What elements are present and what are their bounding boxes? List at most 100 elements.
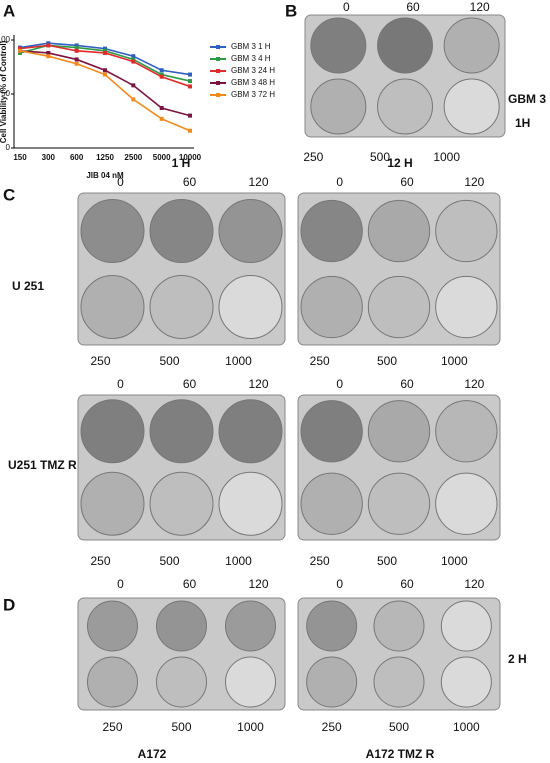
legend-marker [216,93,220,97]
legend-label: GBM 3 72 H [231,90,275,99]
x-tick-label: 150 [13,153,27,162]
column-label: A172 [138,747,167,761]
well-label: 1000 [237,720,264,734]
well-label: 0 [117,377,124,391]
y-tick-label: 100 [0,35,11,44]
x-axis-label: JIB 04 nM [86,171,124,180]
well-label: 250 [310,354,330,368]
point [18,50,22,55]
well [300,275,363,339]
point [18,48,22,53]
point [18,46,22,51]
x-tick-label: 300 [42,153,56,162]
point [188,128,192,133]
point [159,72,164,77]
well-label: 500 [377,554,397,568]
well [310,17,367,74]
point [131,97,136,102]
panel-label: A [3,1,15,20]
point [159,116,164,121]
well-label: 60 [406,0,420,14]
well [435,400,498,463]
well-label: 500 [159,554,179,568]
well [440,600,492,652]
point [103,46,107,51]
well-label: 250 [322,720,342,734]
well-label: 250 [310,554,330,568]
point [103,68,107,73]
well-label: 1000 [225,354,252,368]
column-label: A172 TMZ R [366,747,435,761]
well-label: 0 [336,577,343,591]
point [188,72,192,77]
well [300,472,363,535]
well-label: 120 [464,175,484,189]
series-line [19,50,191,117]
legend-label: GBM 3 24 H [231,66,275,75]
row-label: GBM 3 [508,92,546,106]
well [443,78,500,135]
point [46,50,51,55]
legend-label: GBM 3 4 H [231,54,271,63]
point [46,43,51,48]
well-label: 60 [400,175,414,189]
legend-marker [216,81,220,85]
y-tick-label: 0 [6,143,11,152]
well [367,275,431,339]
row-label: U251 TMZ R [8,458,77,472]
column-label: 1 H [172,156,191,170]
well [306,600,358,652]
well-label: 1000 [453,720,480,734]
well [310,78,367,135]
well [87,600,138,652]
well [87,656,138,708]
legend-marker [216,45,220,49]
well-label: 250 [90,354,110,368]
well [373,600,425,652]
well-label: 1000 [441,354,468,368]
well [435,472,498,535]
panel-label: C [3,185,15,204]
point [74,45,79,50]
well [149,471,214,536]
point [131,59,136,64]
legend-label: GBM 3 48 H [231,78,275,87]
well [435,275,498,339]
well [218,471,283,536]
well [149,275,214,339]
well-label: 0 [336,377,343,391]
x-tick-label: 600 [70,153,84,162]
well [443,17,500,74]
y-axis-label: Cell Viability (% of Control) [0,40,8,143]
point [188,84,192,89]
row-label: U 251 [12,279,44,293]
well [218,199,283,263]
point [188,113,192,118]
well-label: 500 [159,354,179,368]
well [80,471,145,536]
point [46,41,51,46]
well [377,17,433,74]
well-label: 250 [90,554,110,568]
row-label: 2 H [508,652,527,666]
legend-label: GBM 3 1 H [231,42,271,51]
well [149,399,214,464]
well-label: 120 [248,175,268,189]
well [440,656,492,708]
well-label: 60 [183,577,197,591]
y-tick-label: 50 [1,89,10,98]
point [46,54,51,59]
well-label: 60 [183,175,197,189]
well [80,275,145,339]
point [188,79,192,84]
well [156,600,207,652]
legend-marker [216,57,220,61]
point [74,61,79,66]
point [131,57,136,62]
well-label: 0 [336,175,343,189]
well-label: 500 [377,354,397,368]
well-label: 1000 [433,150,460,164]
well-label: 0 [117,175,124,189]
point [74,43,79,48]
well-label: 120 [464,377,484,391]
